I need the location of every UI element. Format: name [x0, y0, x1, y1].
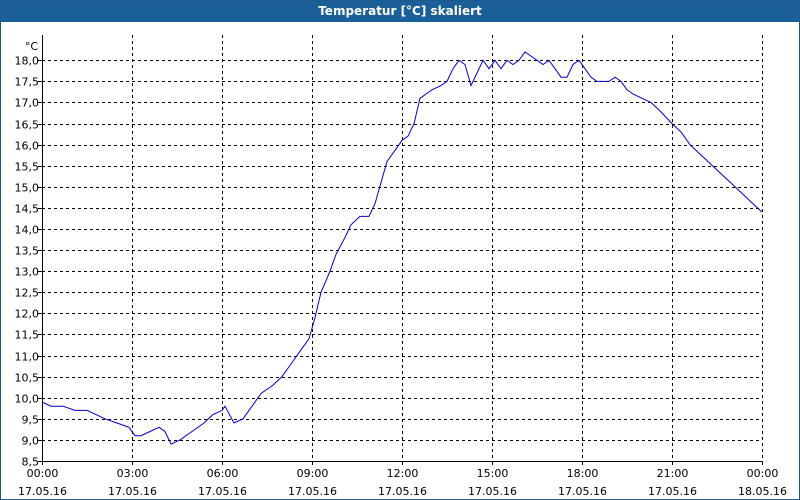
- y-tick-label: 16,5: [15, 119, 40, 132]
- x-axis-ticks: 00:00 17.05.16 03:00 17.05.16 06:00 17.05.16 0…: [18, 461, 787, 498]
- y-tick-label: 18,0: [15, 55, 40, 68]
- x-tick-date-label: 18.05.16: [738, 485, 787, 498]
- x-tick-date-label: 17.05.16: [288, 485, 337, 498]
- x-tick-date-label: 17.05.16: [378, 485, 427, 498]
- x-tick-date-label: 17.05.16: [18, 485, 67, 498]
- y-tick-label: 17,0: [15, 97, 40, 110]
- x-tick-time-label: 09:00: [297, 467, 329, 480]
- x-tick-time-label: 00:00: [747, 467, 779, 480]
- y-tick-label: 11,5: [15, 329, 40, 342]
- y-tick-label: 11,0: [15, 351, 40, 364]
- x-tick-date-label: 17.05.16: [108, 485, 157, 498]
- y-tick-label: 9,0: [22, 435, 40, 448]
- y-axis-ticks: 8,5 9,0 9,5 10,0 10,5 11,0 11,5 12,0 12,5 13,0 13,…: [15, 55, 42, 469]
- axes: [42, 35, 762, 462]
- y-tick-label: 13,0: [15, 266, 40, 279]
- y-tick-label: 14,5: [15, 203, 40, 216]
- y-tick-label: 17,5: [15, 76, 40, 89]
- temperature-line: [41, 51, 763, 445]
- x-tick-time-label: 03:00: [117, 467, 149, 480]
- y-tick-label: 10,5: [15, 372, 40, 385]
- x-tick-date-label: 17.05.16: [198, 485, 247, 498]
- x-tick-time-label: 00:00: [27, 467, 59, 480]
- y-tick-label: 12,0: [15, 308, 40, 321]
- y-tick-label: 15,5: [15, 161, 40, 174]
- x-tick-time-label: 15:00: [477, 467, 509, 480]
- y-axis-unit-label: °C: [25, 40, 39, 53]
- y-tick-label: 13,5: [15, 245, 40, 258]
- x-tick-date-label: 17.05.16: [648, 485, 697, 498]
- y-tick-label: 15,0: [15, 182, 40, 195]
- x-tick-time-label: 18:00: [567, 467, 599, 480]
- series: [41, 51, 763, 445]
- grid: [42, 35, 763, 462]
- chart-title: Temperatur [°C] skaliert: [1, 1, 799, 22]
- x-tick-date-label: 17.05.16: [468, 485, 517, 498]
- y-tick-label: 12,5: [15, 287, 40, 300]
- x-tick-time-label: 21:00: [657, 467, 689, 480]
- y-tick-label: 16,0: [15, 140, 40, 153]
- y-tick-label: 10,0: [15, 393, 40, 406]
- x-tick-time-label: 06:00: [207, 467, 239, 480]
- y-tick-label: 14,0: [15, 224, 40, 237]
- x-tick-date-label: 17.05.16: [558, 485, 607, 498]
- y-tick-label: 9,5: [22, 414, 40, 427]
- y-tick-label: 8,5: [22, 456, 40, 469]
- x-tick-time-label: 12:00: [387, 467, 419, 480]
